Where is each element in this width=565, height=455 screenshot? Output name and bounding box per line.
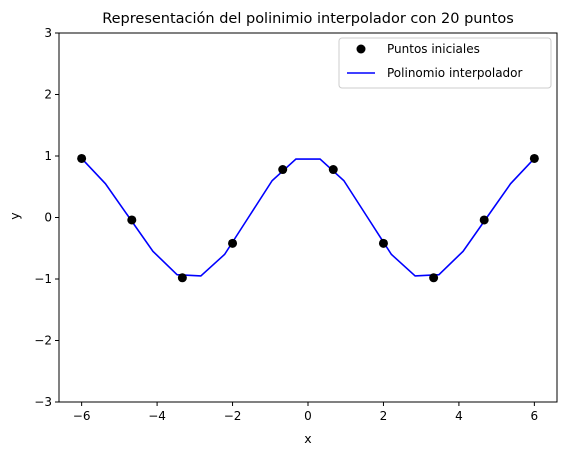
x-tick-label: 2	[380, 409, 388, 423]
data-point	[77, 153, 87, 163]
x-tick-label: 6	[531, 409, 539, 423]
y-axis-label: y	[7, 212, 22, 220]
series-line-polinomio	[81, 157, 535, 277]
data-point	[328, 165, 338, 175]
x-axis-label: x	[304, 431, 311, 446]
data-point	[429, 273, 439, 283]
x-tick-label: 4	[455, 409, 463, 423]
legend-marker-scatter	[356, 44, 366, 54]
legend-box	[338, 37, 552, 89]
chart-title: Representación del polinimio interpolado…	[102, 11, 514, 27]
x-tick-label: −4	[148, 409, 166, 423]
data-point	[278, 165, 288, 175]
data-point	[177, 273, 187, 283]
y-tick-label: 1	[44, 149, 52, 163]
plot-area	[77, 153, 539, 283]
y-tick-label: 0	[44, 211, 52, 225]
legend: Puntos iniciales Polinomio interpolador	[338, 37, 552, 89]
y-axis: −3 −2 −1 0 1 2 3	[34, 26, 59, 409]
y-tick-label: 2	[44, 88, 52, 102]
y-tick-label: −2	[34, 334, 52, 348]
y-tick-label: 3	[44, 26, 52, 40]
data-point	[529, 153, 539, 163]
y-tick-label: −3	[34, 395, 52, 409]
data-point	[228, 238, 238, 248]
data-point	[127, 215, 137, 225]
data-point	[479, 215, 489, 225]
y-tick-label: −1	[34, 272, 52, 286]
x-axis: −6 −4 −2 0 2 4 6	[73, 402, 538, 423]
legend-label-line: Polinomio interpolador	[387, 66, 523, 80]
x-tick-label: 0	[304, 409, 312, 423]
legend-label-scatter: Puntos iniciales	[387, 42, 480, 56]
x-tick-label: −2	[224, 409, 242, 423]
data-point	[378, 238, 388, 248]
x-tick-label: −6	[73, 409, 91, 423]
